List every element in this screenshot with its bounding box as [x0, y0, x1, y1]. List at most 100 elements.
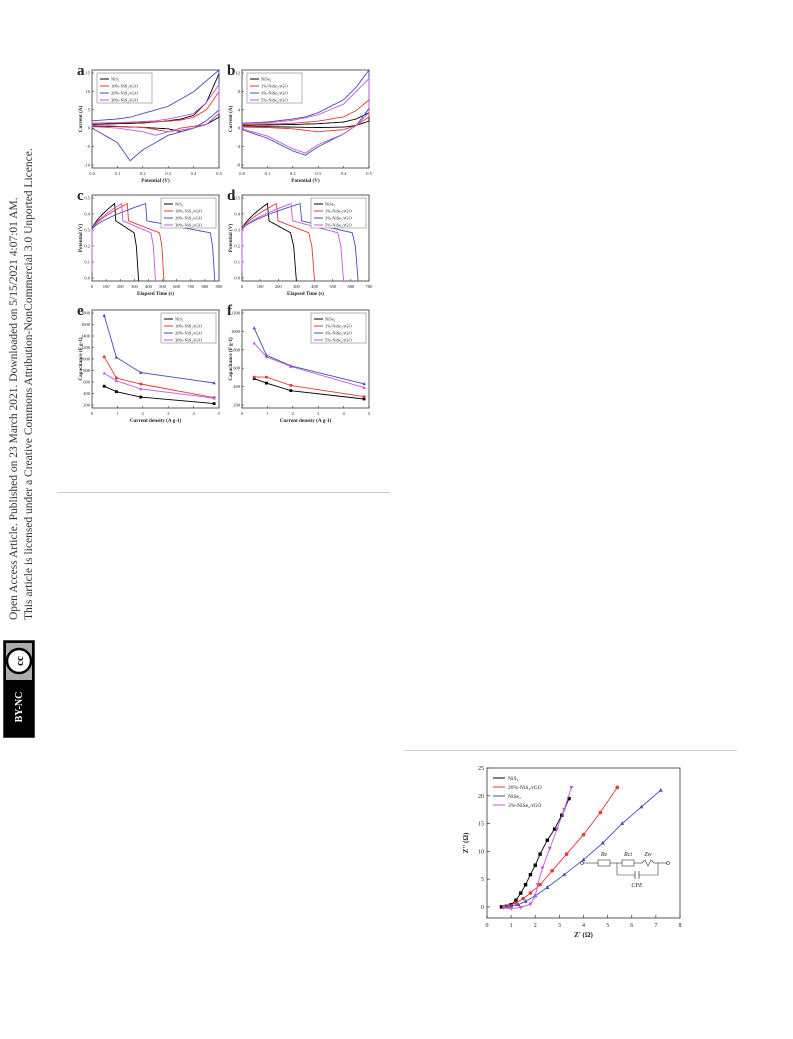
x-tick-label: 0.5 [366, 171, 372, 176]
x-tick-label: 800 [202, 284, 210, 289]
legend-entry: NiS₂ [111, 77, 120, 82]
cc-license-badge[interactable]: cc BY-NC [3, 640, 35, 738]
panel-letter-c: c [77, 188, 84, 204]
y-tick-label: 15 [478, 822, 484, 828]
x-tick-label: 0.4 [191, 171, 197, 176]
legend-entry: 1%-NiSe₂/rGO [325, 209, 352, 214]
panel-letter-d: d [227, 188, 236, 204]
y-tick-label: 25 [478, 766, 484, 772]
x-tick-label: 7 [654, 923, 657, 929]
nyquist-point [554, 827, 559, 832]
rate-line-2 [103, 315, 215, 384]
y-tick-label: 20 [478, 794, 484, 800]
circuit-label-zw: Zw [644, 852, 651, 858]
nyquist-point [538, 852, 542, 856]
x-tick-label: 3 [317, 411, 320, 416]
cv-curve-3 [91, 83, 220, 136]
x-axis-label: Potential (V) [291, 177, 320, 184]
x-tick-label: 1 [510, 923, 513, 929]
y-tick-label: 5 [88, 107, 91, 112]
rate-line-0 [254, 378, 365, 400]
y-axis-label: Z'' (Ω) [462, 832, 470, 853]
panel-letter-f: f [227, 303, 233, 319]
circuit-label-rct: Rct [623, 852, 632, 858]
nyquist-point [533, 894, 538, 898]
panel-letter-b: b [227, 63, 235, 79]
rate-marker [362, 395, 366, 399]
x-tick-label: 5 [606, 923, 609, 929]
sidebar-license-line[interactable]: This article is licensed under a Creativ… [23, 148, 35, 620]
cv-curve-0 [241, 111, 370, 128]
legend-entry: 3%-NiSe₂/rGO [325, 216, 352, 221]
rate-marker [115, 390, 118, 394]
nyquist-point [620, 821, 625, 826]
nyquist-point [550, 868, 554, 873]
x-tick-label: 2 [292, 411, 294, 416]
y-axis-label: Current (A) [227, 105, 234, 132]
x-tick-label: 0.5 [216, 171, 222, 176]
y-tick-label: 400 [233, 384, 241, 389]
legend-entry: NiSe₂ [325, 202, 336, 207]
y-tick-label: 600 [83, 380, 91, 385]
figure-2-nyquist: 0 1 2 3 4 5 6 7 8 25 20 15 10 5 0 Z' (Ω) Z'' (Ω) NiS₂ 20%-… [452, 760, 692, 939]
rate-line-1 [254, 376, 365, 398]
y-tick-label: -8 [236, 163, 240, 168]
x-axis-label: Elapsed Time (s) [287, 290, 324, 297]
nyquist-point [598, 810, 603, 815]
circuit-label-re: Re [600, 852, 608, 858]
rate-marker [252, 375, 256, 379]
nyquist-point [514, 898, 518, 902]
legend-entry: 3%-NiSe₂/rGO [261, 91, 288, 96]
legend-entry: 5%-NiSe₂/rGO [325, 338, 352, 343]
y-tick-label: 800 [233, 347, 241, 352]
x-tick-label: 0.1 [265, 171, 271, 176]
x-tick-label: 0.4 [341, 171, 347, 176]
y-axis-label: Capacitance (F g-1) [227, 337, 234, 381]
circuit-label-cpe: CPE [631, 883, 643, 889]
legend-entry: 5%-NiSe₂/rGO [325, 223, 352, 228]
legend-entry: 30%-NiS₂/rGO [175, 338, 202, 343]
equivalent-circuit: Re Rct Zw CPE [580, 852, 670, 889]
gcd-curve-0 [91, 202, 140, 282]
nyquist-point [600, 840, 605, 845]
y-tick-label: 1800 [81, 311, 91, 316]
legend-entry: NiS₂ [175, 317, 184, 322]
y-tick-label: 1200 [81, 345, 91, 350]
x-axis-label: Z' (Ω) [574, 931, 593, 938]
nyquist-point [545, 885, 550, 889]
panel-f: f 0 1 2 3 4 5 1200 1000 800 600 400 200 Current densi… [225, 300, 375, 430]
legend-entry: 5%-NiSe₂/rGO [261, 98, 288, 103]
y-tick-label: 1400 [81, 334, 91, 339]
x-tick-label: 4 [582, 923, 585, 929]
nyquist-point [518, 905, 523, 910]
legend-entry: 1%-NiSe₂/rGO [325, 324, 352, 329]
rate-marker [252, 377, 256, 380]
x-tick-label: 0.3 [165, 171, 171, 176]
sidebar-published-line: Open Access Article. Published on 23 Mar… [8, 197, 20, 620]
gcd-curve-2 [91, 202, 216, 282]
nyquist-point [509, 907, 514, 911]
legend-entry: 10%-NiS₂/rGO [111, 84, 138, 89]
nyquist-point [658, 788, 663, 792]
x-tick-label: 100 [257, 284, 265, 289]
figure-divider-top [57, 492, 390, 493]
x-tick-label: 700 [366, 284, 374, 289]
legend-entry: 30%-NiS₂/rGO [175, 223, 202, 228]
nyquist-point [528, 902, 533, 907]
rate-marker [362, 382, 366, 386]
panel-b: b 0.0 0.1 0.2 0.3 0.4 0.5 12 8 4 0 -4 -8 Potential (V… [225, 60, 375, 190]
rate-line-0 [104, 385, 215, 405]
y-tick-label: 0.4 [84, 212, 90, 217]
x-tick-label: 0 [91, 411, 94, 416]
nyquist-point [562, 808, 567, 812]
cv-curve-3 [241, 77, 370, 154]
rate-line-1 [103, 356, 215, 399]
x-tick-label: 2 [534, 923, 537, 929]
plot-frame [91, 69, 220, 169]
y-tick-label: 0 [481, 905, 484, 911]
y-axis-label: Potential (V) [227, 224, 234, 253]
panel-d-svg: d 0 100 200 300 400 500 600 700 0.5 0.4 0.3 0.2 0.1 0.… [227, 188, 374, 297]
x-tick-label: 500 [159, 284, 167, 289]
legend-box [160, 197, 217, 229]
x-tick-label: 400 [311, 284, 319, 289]
